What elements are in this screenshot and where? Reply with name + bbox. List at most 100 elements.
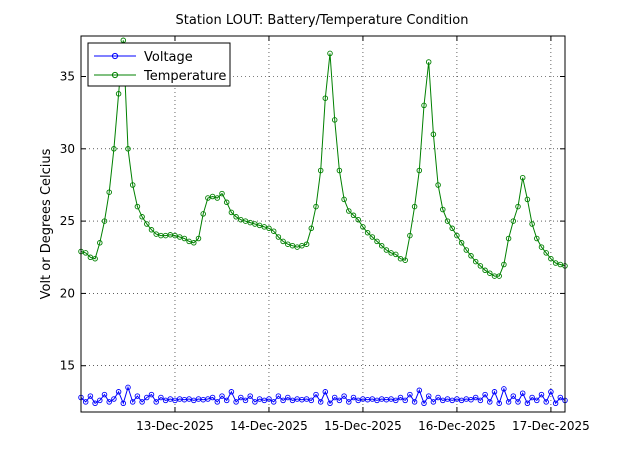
data-point-temperature	[317, 167, 324, 174]
data-point-voltage	[336, 397, 343, 404]
data-point-temperature	[313, 203, 319, 210]
data-point-temperature	[285, 241, 291, 247]
data-point-temperature	[355, 216, 361, 223]
legend-label-temperature: Temperature	[143, 69, 226, 84]
data-point-voltage	[374, 397, 380, 404]
data-point-voltage	[285, 394, 291, 401]
data-point-voltage	[430, 399, 437, 405]
data-point-voltage	[407, 391, 413, 398]
data-point-voltage	[242, 397, 249, 404]
data-point-voltage	[350, 394, 357, 401]
data-point-temperature	[538, 244, 545, 250]
y-axis-label: Volt or Degrees Celcius	[39, 148, 54, 299]
data-point-voltage	[425, 393, 432, 399]
x-tick-label: 14-Dec-2025	[230, 419, 308, 433]
data-point-temperature	[181, 235, 188, 242]
data-point-voltage	[129, 399, 136, 405]
data-point-voltage	[223, 397, 230, 404]
data-point-temperature	[336, 167, 343, 174]
data-point-voltage	[440, 397, 446, 404]
data-point-temperature	[477, 263, 484, 269]
data-point-voltage	[101, 391, 108, 398]
data-point-voltage	[233, 399, 239, 405]
data-point-temperature	[350, 212, 357, 219]
data-point-temperature	[223, 199, 230, 206]
data-point-temperature	[205, 195, 211, 201]
data-point-voltage	[393, 397, 399, 404]
data-point-temperature	[472, 258, 479, 265]
data-point-temperature	[294, 244, 300, 250]
data-point-temperature	[402, 257, 408, 263]
data-point-voltage	[369, 396, 376, 402]
series-layer	[78, 37, 568, 407]
data-point-voltage	[472, 394, 479, 401]
data-point-voltage	[515, 399, 521, 405]
data-point-voltage	[106, 399, 112, 405]
data-point-temperature	[92, 255, 98, 262]
data-point-temperature	[266, 225, 272, 232]
data-point-temperature	[148, 227, 155, 233]
data-point-voltage	[322, 389, 329, 395]
data-point-temperature	[543, 250, 549, 256]
data-point-temperature	[487, 270, 493, 276]
series-voltage	[78, 384, 568, 407]
data-point-voltage	[266, 396, 272, 402]
data-point-voltage	[139, 399, 145, 405]
data-point-voltage	[534, 397, 540, 404]
data-point-voltage	[538, 391, 545, 398]
data-point-voltage	[421, 400, 427, 407]
data-point-temperature	[299, 242, 305, 249]
data-point-temperature	[191, 240, 197, 246]
data-point-temperature	[238, 216, 244, 223]
data-point-temperature	[458, 240, 465, 246]
data-point-voltage	[327, 400, 333, 407]
data-point-temperature	[468, 253, 474, 259]
data-point-voltage	[256, 396, 263, 402]
data-point-temperature	[144, 221, 150, 227]
data-point-temperature	[383, 247, 390, 253]
data-point-voltage	[411, 399, 418, 405]
data-point-voltage	[219, 393, 225, 399]
data-point-temperature	[548, 255, 554, 262]
data-point-voltage	[134, 393, 141, 399]
data-point-temperature	[106, 189, 112, 195]
data-point-temperature	[505, 235, 512, 242]
data-point-temperature	[322, 95, 329, 101]
data-point-temperature	[280, 238, 286, 245]
y-tick-label: 20	[60, 286, 75, 300]
data-point-voltage	[308, 397, 315, 404]
data-point-temperature	[341, 196, 347, 203]
data-point-voltage	[247, 393, 253, 399]
data-point-voltage	[543, 399, 549, 405]
x-tick-label: 16-Dec-2025	[418, 419, 496, 433]
data-point-temperature	[129, 182, 136, 188]
data-point-temperature	[214, 195, 221, 201]
data-point-temperature	[364, 229, 371, 236]
data-point-temperature	[308, 225, 315, 232]
data-point-temperature	[256, 222, 263, 229]
data-point-voltage	[144, 394, 150, 401]
data-point-temperature	[242, 218, 249, 224]
data-point-voltage	[313, 391, 319, 398]
data-point-temperature	[87, 254, 94, 261]
axes-box	[80, 35, 566, 413]
data-point-temperature	[111, 146, 117, 152]
data-point-temperature	[425, 59, 432, 65]
data-point-temperature	[97, 240, 103, 246]
data-point-temperature	[557, 261, 564, 268]
data-point-voltage	[280, 397, 286, 404]
data-point-voltage	[454, 396, 460, 402]
data-point-temperature	[501, 261, 507, 268]
data-point-temperature	[82, 250, 89, 256]
series-line-temperature	[80, 40, 566, 277]
data-point-voltage	[97, 397, 103, 404]
plot-area	[81, 36, 565, 412]
x-tick-label: 13-Dec-2025	[136, 419, 214, 433]
data-point-voltage	[205, 396, 211, 402]
data-point-temperature	[397, 255, 404, 262]
data-point-voltage	[482, 391, 488, 398]
data-point-temperature	[430, 131, 437, 138]
data-point-temperature	[139, 214, 145, 220]
data-point-voltage	[346, 399, 352, 405]
data-point-temperature	[411, 203, 418, 210]
